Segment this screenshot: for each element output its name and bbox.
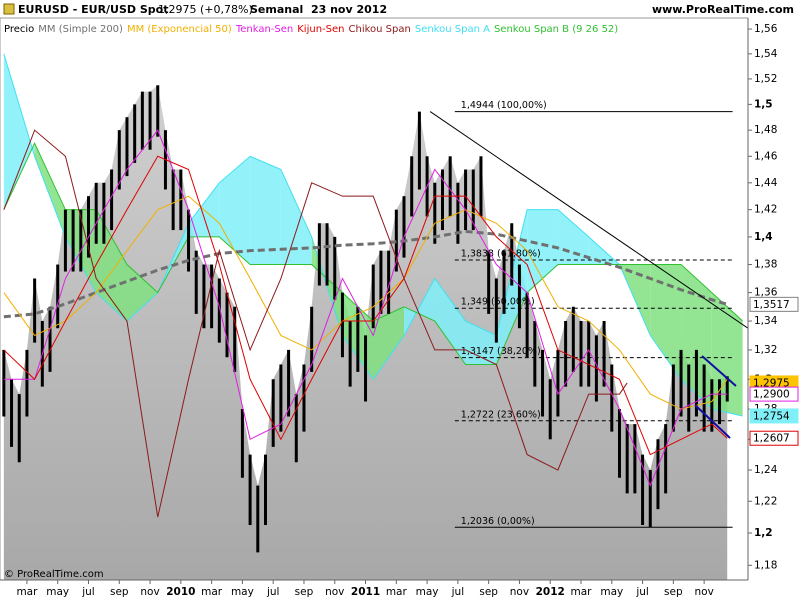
x-tick-label: mar xyxy=(16,586,38,598)
x-tick-label: mar xyxy=(386,586,408,598)
y-tick-label: 1,2 xyxy=(754,527,773,539)
last-value-label: 1,2754 xyxy=(753,410,790,422)
y-tick-label: 1,48 xyxy=(754,124,777,136)
period: Semanal 23 nov 2012 xyxy=(250,3,387,16)
channel-line xyxy=(694,404,731,439)
indicator-line xyxy=(3,229,728,319)
x-tick-label: sep xyxy=(110,586,129,598)
x-tick-label: nov xyxy=(325,586,344,598)
last-value-box xyxy=(749,296,799,312)
cloud-segment xyxy=(434,278,466,365)
symbol-icon xyxy=(3,3,15,15)
x-tick-label: sep xyxy=(664,586,683,598)
fib-label: 1,3833 (61,80%) xyxy=(461,248,541,259)
cloud-segment xyxy=(527,209,558,293)
x-tick-label: may xyxy=(231,586,254,598)
x-tick-label: 2012 xyxy=(536,586,565,598)
x-tick-label: sep xyxy=(479,586,498,598)
y-tick-label: 1,44 xyxy=(754,177,778,189)
legend-entry: MM (Simple 200) xyxy=(38,24,123,35)
cloud-segment xyxy=(280,169,312,265)
cloud-segment xyxy=(250,156,281,265)
legend-entry: Chikou Span xyxy=(349,24,411,35)
plot: 1,4944 (100,00%)1,3833 (61,80%)1,349 (50… xyxy=(2,53,748,580)
fib-label: 1,3147 (38,20%) xyxy=(461,346,541,357)
indicator-line xyxy=(3,129,728,487)
x-tick-label: mar xyxy=(571,586,593,598)
last-value-label: 1,3517 xyxy=(753,299,790,311)
fib-label: 1,4944 (100,00%) xyxy=(461,100,547,111)
x-tick-label: jul xyxy=(266,586,280,598)
trendline xyxy=(429,111,748,329)
y-tick-label: 1,54 xyxy=(754,48,778,60)
last-value-box xyxy=(749,430,799,446)
legend-entry: Tenkan-Sen xyxy=(235,24,293,35)
x-tick-label: jul xyxy=(81,586,95,598)
quote: 1,2975 (+0,78%) xyxy=(158,3,253,16)
x-tick-label: sep xyxy=(295,586,314,598)
last-value-box xyxy=(749,386,799,402)
y-tick-label: 1,24 xyxy=(754,464,778,476)
y-tick-label: 1,18 xyxy=(754,559,777,571)
x-tick-label: may xyxy=(600,586,623,598)
legend-entry: Senkou Span B (9 26 52) xyxy=(494,24,618,35)
x-tick-label: mar xyxy=(201,586,223,598)
y-tick-label: 1,38 xyxy=(754,259,777,271)
y-tick-label: 1,4 xyxy=(754,231,773,243)
y-tick-label: 1,46 xyxy=(754,150,778,162)
y-tick-label: 1,42 xyxy=(754,204,777,216)
price-area xyxy=(3,85,728,580)
site: www.ProRealTime.com xyxy=(652,3,794,16)
indicator-line xyxy=(3,195,728,410)
y-tick-label: 1,22 xyxy=(754,495,777,507)
last-value-label: 1,2900 xyxy=(753,389,790,401)
x-tick-label: may xyxy=(416,586,439,598)
x-tick-label: nov xyxy=(694,586,713,598)
y-tick-label: 1,32 xyxy=(754,344,777,356)
indicator-line xyxy=(3,155,728,456)
cloud-segment xyxy=(496,209,528,365)
last-value-label: 1,2975 xyxy=(753,377,790,389)
legend-entry: Precio xyxy=(4,24,34,35)
cloud-segment xyxy=(34,143,66,237)
channel-line xyxy=(701,355,737,387)
x-tick-label: jul xyxy=(635,586,649,598)
indicator-line xyxy=(3,129,628,518)
y-tick-label: 1,56 xyxy=(754,23,778,35)
last-value-label: 1,2607 xyxy=(753,433,790,445)
title: EURUSD - EUR/USD Spot xyxy=(18,3,169,16)
cloud-segment xyxy=(373,306,405,380)
y-tick-label: 1,52 xyxy=(754,73,777,85)
cloud-segment xyxy=(3,53,35,210)
x-tick-label: 2010 xyxy=(166,586,195,598)
x-tick-label: jul xyxy=(451,586,465,598)
y-tick-label: 1,34 xyxy=(754,315,778,327)
fib-label: 1,2036 (0,00%) xyxy=(461,516,535,527)
legend-entry: Senkou Span A xyxy=(415,24,490,35)
footer: © ProRealTime.com xyxy=(4,569,104,580)
fib-label: 1,2722 (23,60%) xyxy=(461,409,541,420)
x-tick-label: may xyxy=(46,586,69,598)
last-value-box xyxy=(749,408,799,424)
legend-entry: MM (Exponencial 50) xyxy=(127,24,232,35)
legend-entry: Kijun-Sen xyxy=(297,24,344,35)
x-tick-label: nov xyxy=(510,586,529,598)
x-tick-label: nov xyxy=(140,586,159,598)
cloud-segment xyxy=(650,264,682,380)
y-tick-label: 1,36 xyxy=(754,287,778,299)
x-tick-label: 2011 xyxy=(351,586,380,598)
y-tick-label: 1,5 xyxy=(754,98,773,110)
